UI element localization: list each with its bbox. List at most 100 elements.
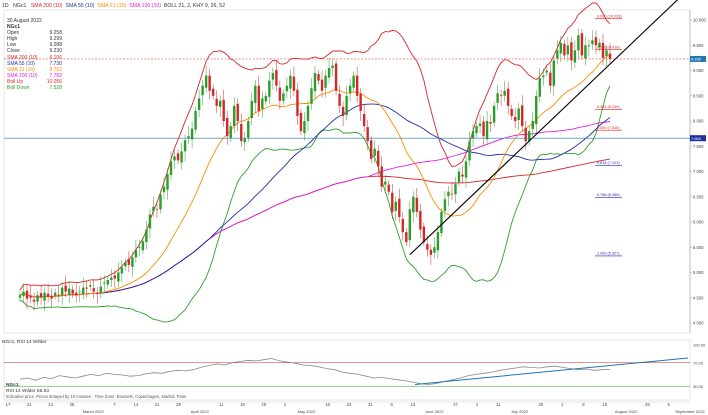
candle-body bbox=[289, 75, 292, 89]
candle-body bbox=[145, 229, 148, 243]
y-tick-label: 4.500 bbox=[693, 295, 704, 300]
info-row: Low 9.088 bbox=[7, 42, 62, 48]
info-row-value: 6.106 bbox=[49, 54, 62, 61]
candle-body bbox=[180, 151, 183, 163]
candle-body bbox=[317, 74, 320, 81]
candle-body bbox=[282, 93, 285, 101]
candle-body bbox=[369, 140, 373, 159]
study-label[interactable]: SMA 200 (10) bbox=[30, 3, 63, 9]
candle-body bbox=[433, 247, 436, 253]
candle-body bbox=[447, 191, 450, 197]
x-tick-label: 21 bbox=[27, 402, 32, 407]
candle-body bbox=[261, 98, 264, 109]
candle-body bbox=[415, 197, 419, 212]
y-tick-label: 8.500 bbox=[693, 93, 704, 98]
candle-body bbox=[82, 287, 85, 294]
candle-body bbox=[608, 53, 612, 59]
candle-body bbox=[517, 108, 520, 121]
candle-body bbox=[60, 287, 64, 296]
study-label[interactable]: SMA 55 (10) bbox=[65, 3, 95, 9]
info-row: SMA 21 (10) 8.763 bbox=[7, 67, 62, 73]
candle-body bbox=[226, 118, 229, 137]
candle-body bbox=[138, 247, 141, 249]
study-label[interactable]: SMA 21 (10) bbox=[97, 3, 127, 9]
candle-body bbox=[471, 131, 475, 139]
candle-body bbox=[247, 121, 250, 138]
sma55-line bbox=[19, 103, 611, 298]
candle-body bbox=[78, 291, 81, 293]
candle-body bbox=[552, 60, 556, 86]
candle-body bbox=[39, 293, 43, 298]
candle-body bbox=[538, 78, 541, 97]
x-tick-label: 31 bbox=[368, 402, 373, 407]
info-row-value: 9.230 bbox=[49, 48, 62, 55]
candle-body bbox=[124, 262, 127, 267]
candle-body bbox=[36, 295, 39, 302]
candle-body bbox=[563, 43, 566, 56]
candle-body bbox=[190, 128, 194, 140]
candle-body bbox=[250, 100, 253, 119]
info-row-label: Boll Down bbox=[7, 85, 30, 92]
candle-body bbox=[405, 232, 408, 243]
x-tick-label: March 2022 bbox=[83, 409, 105, 414]
candle-body bbox=[355, 75, 359, 96]
study-label[interactable]: BOLL 21, 2, KHY 9, 26, 52 bbox=[163, 3, 226, 9]
candle-body bbox=[278, 87, 282, 101]
candle-body bbox=[306, 105, 310, 122]
candle-body bbox=[341, 106, 345, 116]
info-row: SMA 200 (10) 6.106 bbox=[7, 55, 62, 61]
candle-body bbox=[454, 184, 457, 195]
x-tick-label: 11 bbox=[496, 402, 501, 407]
candle-body bbox=[348, 85, 352, 93]
info-row-value: 7.730 bbox=[49, 60, 62, 67]
last-price-label: 9.230 bbox=[691, 57, 702, 62]
boll-up-line bbox=[19, 2, 611, 291]
candle-body bbox=[292, 76, 296, 91]
y-tick-label: 4.000 bbox=[693, 321, 704, 326]
x-tick-label: 13 bbox=[411, 402, 416, 407]
candle-body bbox=[194, 110, 197, 130]
candle-body bbox=[506, 88, 510, 106]
candle-body bbox=[296, 89, 299, 116]
candle-body bbox=[173, 156, 176, 161]
candle-body bbox=[394, 201, 397, 211]
x-tick-label: 15 bbox=[602, 402, 607, 407]
candle-body bbox=[584, 45, 587, 59]
x-tick-label: 8 bbox=[582, 402, 585, 407]
y-tick-label: 7.500 bbox=[693, 144, 704, 149]
candle-body bbox=[320, 79, 324, 91]
study-label[interactable]: SMA 100 (10) bbox=[129, 3, 161, 9]
symbol-label[interactable]: NGc1 bbox=[13, 3, 27, 9]
candle-body bbox=[310, 88, 313, 104]
info-row-label: High bbox=[7, 36, 18, 43]
candle-body bbox=[457, 171, 461, 183]
candle-body bbox=[120, 267, 124, 274]
candle-body bbox=[264, 95, 268, 102]
candle-body bbox=[183, 140, 187, 152]
candle-body bbox=[67, 288, 71, 295]
candle-body bbox=[492, 105, 496, 123]
candle-body bbox=[377, 150, 380, 167]
rsi-tick-label: 100.00 bbox=[693, 343, 706, 348]
fib-level-label: 0.786 (6.486) bbox=[597, 193, 620, 197]
candle-body bbox=[197, 98, 201, 110]
info-row: Close 9.230 bbox=[7, 48, 62, 54]
support-trendline bbox=[409, 0, 679, 256]
rsi-title: NGc1, RSI 14 Wilder bbox=[2, 340, 47, 345]
info-row-label: Boll Up bbox=[7, 78, 24, 85]
info-row-value: 9.299 bbox=[49, 36, 62, 43]
x-tick-label: May 2022 bbox=[298, 409, 316, 414]
candle-body bbox=[528, 131, 531, 142]
x-tick-label: 28 bbox=[70, 402, 75, 407]
x-tick-label: April 2022 bbox=[191, 409, 210, 414]
interval-label[interactable]: 1D bbox=[2, 3, 9, 9]
info-row: Open 9.258 bbox=[7, 30, 62, 36]
rsi-info: NGc1 RSI 14 Wilder 58.53 bbox=[6, 383, 49, 395]
candle-body bbox=[556, 50, 559, 59]
x-tick-label: 29 bbox=[645, 402, 650, 407]
y-tick-label: 8.000 bbox=[693, 119, 704, 124]
y-tick-label: 5.000 bbox=[693, 270, 704, 275]
candle-body bbox=[496, 93, 499, 103]
candle-body bbox=[89, 285, 92, 287]
